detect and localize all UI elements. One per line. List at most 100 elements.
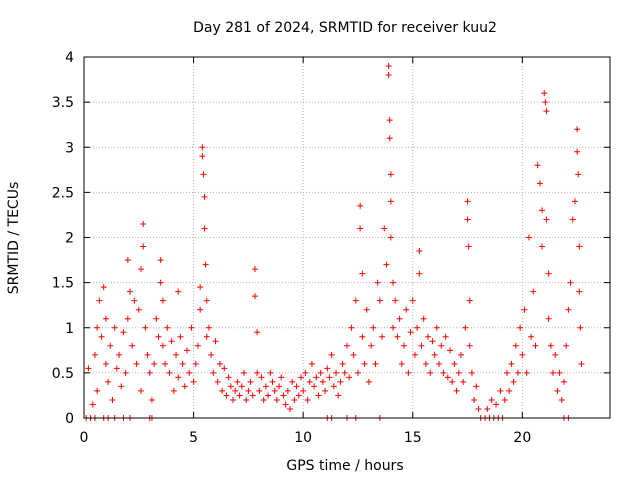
- data-point: [202, 261, 209, 268]
- data-point: [297, 374, 304, 381]
- data-point: [403, 306, 410, 313]
- data-point: [179, 360, 186, 367]
- data-point: [525, 234, 532, 241]
- data-point: [552, 351, 559, 358]
- data-point: [354, 369, 361, 376]
- x-axis-title: GPS time / hours: [286, 458, 403, 474]
- data-point: [543, 108, 550, 115]
- data-point: [293, 383, 300, 390]
- data-point: [262, 383, 269, 390]
- data-point: [374, 279, 381, 286]
- data-point: [137, 387, 144, 394]
- data-point: [370, 324, 377, 331]
- y-tick-label: 2: [65, 231, 74, 247]
- data-point: [444, 374, 451, 381]
- data-point: [510, 378, 517, 385]
- data-point: [396, 315, 403, 322]
- data-point: [260, 396, 267, 403]
- y-tick-label: 0.5: [52, 366, 74, 382]
- y-tick-label: 2.5: [52, 185, 74, 201]
- data-point: [385, 72, 392, 79]
- chart-title: Day 281 of 2024, SRMTID for receiver kuu…: [193, 20, 497, 36]
- data-point: [545, 315, 552, 322]
- data-point: [269, 378, 276, 385]
- data-point: [475, 405, 482, 412]
- data-point: [416, 248, 423, 255]
- data-point: [216, 360, 223, 367]
- data-point: [302, 369, 309, 376]
- data-point: [390, 279, 397, 286]
- data-point: [131, 297, 138, 304]
- data-point: [536, 180, 543, 187]
- x-tick-label: 20: [513, 430, 531, 446]
- data-point: [541, 90, 548, 97]
- data-point: [575, 171, 582, 178]
- data-point: [236, 392, 243, 399]
- data-point: [315, 392, 322, 399]
- data-point: [539, 243, 546, 250]
- data-point: [212, 338, 219, 345]
- data-point: [447, 347, 454, 354]
- data-point: [120, 329, 127, 336]
- data-point: [344, 342, 350, 349]
- data-point: [256, 387, 263, 394]
- data-point: [271, 387, 278, 394]
- data-point: [324, 365, 331, 372]
- data-point: [386, 135, 393, 142]
- data-point: [422, 360, 429, 367]
- y-tick-label: 1: [65, 321, 74, 337]
- data-point: [464, 216, 471, 223]
- data-point: [523, 369, 530, 376]
- data-point: [124, 315, 131, 322]
- data-point: [532, 342, 539, 349]
- data-point: [449, 378, 456, 385]
- data-point: [201, 193, 208, 200]
- data-point: [550, 369, 557, 376]
- data-point: [431, 351, 438, 358]
- data-point: [460, 378, 467, 385]
- data-point: [205, 324, 212, 331]
- data-point: [493, 401, 500, 408]
- data-point: [534, 162, 541, 169]
- data-point: [352, 297, 359, 304]
- data-point: [319, 378, 326, 385]
- y-axis-title: SRMTID / TECUs: [6, 182, 22, 295]
- data-point: [438, 342, 445, 349]
- data-point: [168, 338, 175, 345]
- data-point: [359, 333, 366, 340]
- data-point: [155, 333, 162, 340]
- data-point: [547, 342, 554, 349]
- data-point: [118, 383, 125, 390]
- data-point: [254, 369, 261, 376]
- data-point: [289, 378, 296, 385]
- data-point: [357, 225, 364, 232]
- data-point: [567, 279, 574, 286]
- data-point: [208, 351, 215, 358]
- data-point: [414, 324, 421, 331]
- data-point: [284, 387, 291, 394]
- data-point: [433, 324, 440, 331]
- data-point: [267, 369, 274, 376]
- data-point: [85, 365, 92, 372]
- data-point: [203, 297, 210, 304]
- data-point: [157, 257, 164, 264]
- data-point: [192, 360, 199, 367]
- data-point: [164, 324, 171, 331]
- data-point: [175, 374, 182, 381]
- data-point: [453, 387, 460, 394]
- data-point: [394, 333, 401, 340]
- data-point: [124, 257, 131, 264]
- x-tick-label: 10: [294, 430, 312, 446]
- data-point: [379, 333, 386, 340]
- data-point: [425, 333, 432, 340]
- data-point: [576, 288, 583, 295]
- data-point: [317, 369, 324, 376]
- data-point: [194, 342, 201, 349]
- data-point: [107, 342, 114, 349]
- data-point: [543, 216, 550, 223]
- y-tick-label: 1.5: [52, 276, 74, 292]
- data-point: [251, 266, 258, 273]
- data-point: [501, 396, 508, 403]
- data-point: [387, 198, 394, 205]
- data-points: [83, 63, 585, 421]
